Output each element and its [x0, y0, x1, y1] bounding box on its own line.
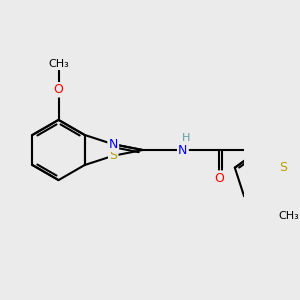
Text: O: O: [214, 172, 224, 184]
Text: N: N: [109, 138, 118, 151]
Text: S: S: [109, 149, 117, 162]
Text: CH₃: CH₃: [48, 59, 69, 69]
Text: S: S: [280, 161, 287, 174]
Text: CH₃: CH₃: [278, 211, 299, 221]
Text: H: H: [182, 133, 190, 142]
Text: O: O: [54, 83, 64, 96]
Text: N: N: [178, 143, 188, 157]
